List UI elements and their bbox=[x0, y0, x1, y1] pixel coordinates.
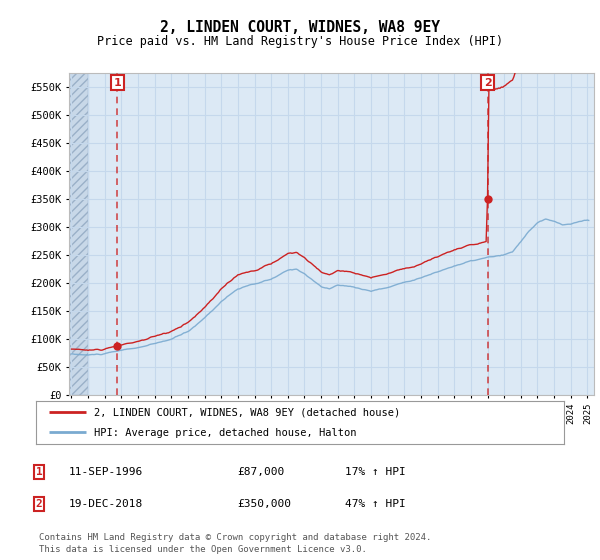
Text: 47% ↑ HPI: 47% ↑ HPI bbox=[345, 499, 406, 509]
Text: 2: 2 bbox=[484, 78, 491, 87]
Text: This data is licensed under the Open Government Licence v3.0.: This data is licensed under the Open Gov… bbox=[39, 545, 367, 554]
Text: £87,000: £87,000 bbox=[237, 466, 284, 477]
Text: 1: 1 bbox=[113, 78, 121, 87]
Text: 17% ↑ HPI: 17% ↑ HPI bbox=[345, 466, 406, 477]
Text: HPI: Average price, detached house, Halton: HPI: Average price, detached house, Halt… bbox=[94, 428, 356, 438]
Text: 19-DEC-2018: 19-DEC-2018 bbox=[69, 499, 143, 509]
Text: Contains HM Land Registry data © Crown copyright and database right 2024.: Contains HM Land Registry data © Crown c… bbox=[39, 533, 431, 542]
Text: 2: 2 bbox=[35, 499, 43, 509]
Text: Price paid vs. HM Land Registry's House Price Index (HPI): Price paid vs. HM Land Registry's House … bbox=[97, 35, 503, 48]
Bar bbox=[38, 73, 88, 395]
Text: £350,000: £350,000 bbox=[237, 499, 291, 509]
Bar bbox=[38, 73, 88, 395]
Text: 2, LINDEN COURT, WIDNES, WA8 9EY (detached house): 2, LINDEN COURT, WIDNES, WA8 9EY (detach… bbox=[94, 408, 400, 418]
Text: 11-SEP-1996: 11-SEP-1996 bbox=[69, 466, 143, 477]
Text: 1: 1 bbox=[35, 466, 43, 477]
Text: 2, LINDEN COURT, WIDNES, WA8 9EY: 2, LINDEN COURT, WIDNES, WA8 9EY bbox=[160, 20, 440, 35]
